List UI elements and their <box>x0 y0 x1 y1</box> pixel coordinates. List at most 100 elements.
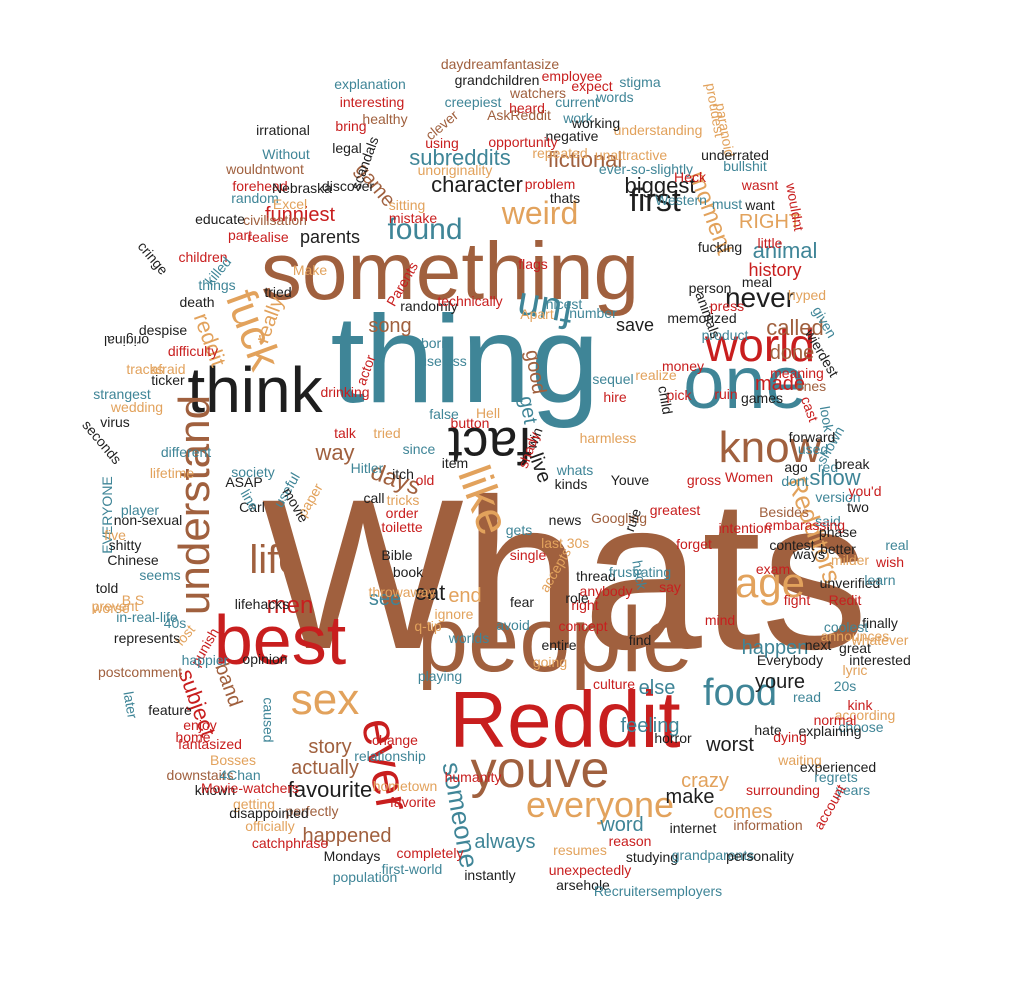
word-healthy: healthy <box>362 111 408 127</box>
word-see: see <box>368 588 402 610</box>
word-carl: Carl <box>239 499 265 515</box>
word-intention: intention <box>718 520 772 536</box>
word-finally: finally <box>862 615 898 631</box>
word-children: children <box>178 249 228 265</box>
word-in-real-life: in-real-life <box>116 609 178 625</box>
word-fear: fear <box>509 594 535 610</box>
word-surrounding: surrounding <box>746 782 820 798</box>
word-disappointed: disappointed <box>229 805 309 821</box>
word-itch: itch <box>392 466 414 482</box>
word-eat: eat <box>414 580 446 605</box>
word-everyone: everyone <box>525 784 675 825</box>
word-call: call <box>363 490 385 506</box>
word-wish: wish <box>875 554 904 570</box>
word-explanation: explanation <box>334 76 406 92</box>
word-favourite: favourite <box>287 777 373 802</box>
word-ticker: ticker <box>151 372 185 388</box>
word-better: better <box>820 541 856 557</box>
word-last: last <box>541 535 563 551</box>
word-forehead: forehead <box>232 178 288 194</box>
word-randomly: randomly <box>400 298 458 314</box>
word-using: using <box>425 135 459 151</box>
word-actually: actually <box>291 757 359 779</box>
word-kinds: kinds <box>554 476 588 492</box>
word-cringe: cringe <box>134 238 172 278</box>
word-two: two <box>847 499 869 515</box>
word-watchers: watchers <box>509 85 567 101</box>
word-role: role <box>565 590 589 606</box>
word-everybody: Everybody <box>756 652 824 668</box>
word-born: born <box>420 335 450 351</box>
word-contest: contest <box>769 537 815 553</box>
word-single: single <box>509 547 547 563</box>
word-get: get <box>514 394 542 426</box>
word-break: break <box>834 456 870 472</box>
word-tracks: tracks <box>126 361 164 377</box>
word-thing: thing <box>330 291 600 429</box>
word-forward: forward <box>788 429 836 445</box>
word-lifetime: lifetime <box>149 465 195 481</box>
word-pick: pick <box>666 387 692 403</box>
word-tricks: tricks <box>386 492 420 508</box>
word-normal: normal <box>813 712 857 728</box>
word-whatever: whatever <box>851 632 909 648</box>
word-fantasized: fantasized <box>178 736 242 752</box>
word-history: history <box>748 260 802 280</box>
word-society: society <box>231 464 275 480</box>
word-ones: ones <box>795 378 827 394</box>
word-done: done <box>769 342 815 364</box>
word-words: words <box>596 89 634 105</box>
word-chinese: Chinese <box>107 552 159 568</box>
word-happier: happier <box>181 652 229 668</box>
word-bullshit: bullshit <box>723 158 767 174</box>
word-called: called <box>766 315 824 340</box>
word-toilette: toilette <box>381 519 423 535</box>
word-askreddit: AskReddit <box>487 107 551 123</box>
word-women: Women <box>725 469 773 485</box>
word-lyric: lyric <box>842 662 868 678</box>
word-mistake: mistake <box>388 210 438 226</box>
word-arsehole: arsehole <box>556 877 610 893</box>
word-you-d: you'd <box>848 483 882 499</box>
word-realise: realise <box>247 229 289 245</box>
word-humanity: humanity <box>444 769 502 785</box>
word-parents: parents <box>299 227 361 247</box>
word-whats: whats <box>556 462 594 478</box>
word-old: old <box>415 472 435 488</box>
word-culture: culture <box>592 676 636 692</box>
word-movie-watchers: Movie-watchers <box>200 780 300 796</box>
word-seems: seems <box>139 567 181 583</box>
word-news: news <box>548 512 582 528</box>
word-strangest: strangest <box>93 386 151 402</box>
word-civilisation: civilisation <box>243 212 307 228</box>
word-find: find <box>628 632 652 648</box>
word-underrated: underrated <box>701 147 769 163</box>
word-prevent: prevent <box>91 598 139 614</box>
word-hell: Hell <box>475 405 501 421</box>
word-employee: employee <box>541 68 603 84</box>
word-afraid: afraid <box>150 361 186 377</box>
word-hometown: hometown <box>372 778 438 794</box>
word-later: later <box>120 690 142 720</box>
word-end: end <box>448 585 482 607</box>
word-throwaway: throwaway <box>368 584 436 600</box>
word-lifehacks: lifehacks <box>234 596 290 612</box>
word-gets: gets <box>505 522 533 538</box>
word-save: save <box>615 315 655 335</box>
word-non-sexual: non-sexual <box>113 512 183 528</box>
word-whats: Whats <box>261 455 869 694</box>
word-people: people <box>416 589 694 691</box>
word-else: else <box>638 677 676 699</box>
word-sex: sex <box>290 675 360 724</box>
word-reddit: Reddit <box>449 675 681 764</box>
word-change: change <box>372 732 418 748</box>
word-always: always <box>474 831 536 853</box>
word-since: since <box>402 441 436 457</box>
word-harmless: harmless <box>579 430 637 446</box>
word-resumes: resumes <box>553 842 607 858</box>
word-information: information <box>733 817 803 833</box>
word-instantly: instantly <box>464 867 516 883</box>
word-understanding: understanding <box>613 122 703 138</box>
word-one: one <box>683 341 807 424</box>
